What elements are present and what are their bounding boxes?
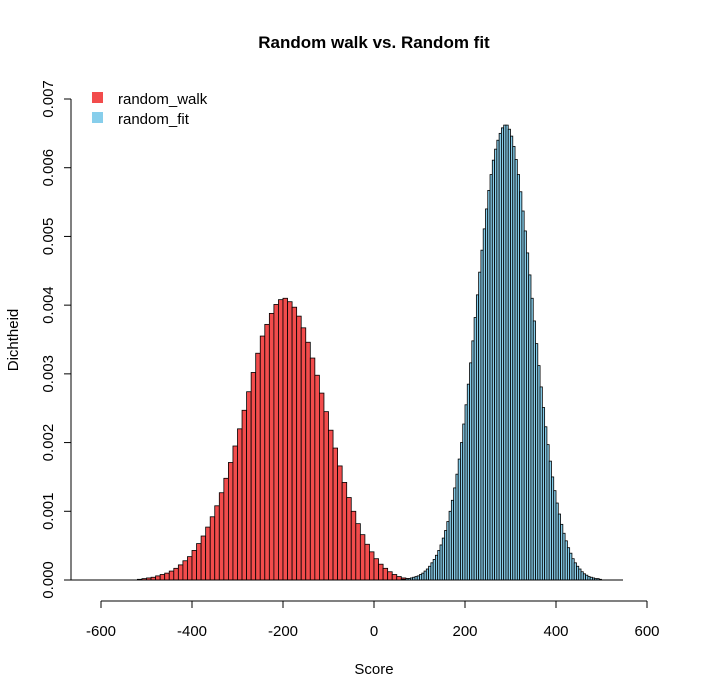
random-walk-bar [187,556,193,581]
x-tick-label: 600 [634,623,659,640]
x-axis-label: Score [354,661,393,678]
x-tick-label: -600 [86,623,116,640]
random-walk-bar [218,492,225,581]
legend-label-random-walk: random_walk [118,91,208,108]
random-walk-bar [350,510,357,581]
y-tick-label: 0.005 [40,218,57,256]
random-walk-bar [318,392,325,581]
random-walk-bar [296,315,302,581]
random-walk-bar [391,574,398,581]
random-walk-bar [250,372,257,581]
random-walk-bar [314,374,320,581]
random-walk-bar [328,429,334,581]
random-walk-bar [223,477,229,581]
random-walk-bar [309,357,316,581]
y-axis-label: Dichtheid [5,309,22,372]
random-walk-bar [155,575,161,581]
random-walk-bar [264,323,270,581]
random-walk-bar [173,567,179,581]
random-walk-bar [382,567,389,581]
random-walk-bar [323,411,329,581]
y-tick-label: 0.001 [40,493,57,531]
random-walk-bar [359,534,366,581]
random-walk-bar [273,304,279,581]
x-tick-label: 0 [370,623,378,640]
random-walk-bar [355,523,361,581]
y-tick-label: 0.007 [40,80,57,118]
y-tick-label: 0.006 [40,149,57,187]
random-walk-bar [205,526,211,581]
random-walk-bar [373,558,379,581]
chart-title: Random walk vs. Random fit [258,33,490,52]
random-walk-bar [196,543,202,581]
random-walk-bar [241,409,248,581]
random-walk-bar [300,327,307,581]
legend: random_walk random_fit [92,91,208,128]
random-walk-bar [305,341,311,581]
legend-label-random-fit: random_fit [118,111,190,128]
random-walk-bar [237,428,243,581]
random-walk-bar [337,465,343,581]
random-walk-bar [177,564,184,581]
random-walk-bar [341,482,348,581]
y-tick-label: 0.000 [40,561,57,599]
y-tick-label: 0.002 [40,424,57,462]
random-walk-bar [164,572,170,581]
random-walk-bar [396,576,402,581]
random-walk-bar [378,563,384,581]
random-walk-bar [200,535,207,581]
random-walk-bar [369,551,375,581]
legend-swatch-random-fit [92,112,103,123]
random-walk-bar [268,312,275,581]
random-walk-bar [159,574,166,581]
y-axis: 0.000 0.001 0.002 0.003 0.004 0.005 0.006 0.007 [40,80,72,599]
random-walk-bar [214,505,220,581]
x-axis: -600 -400 -200 0 200 400 600 [86,600,660,640]
random-walk-bar [246,391,252,581]
random-walk-bar [364,543,370,581]
y-tick-label: 0.004 [40,286,57,324]
random-walk-bar [209,516,216,581]
random-walk-bar [227,462,234,581]
x-tick-label: 200 [452,623,477,640]
random-walk-bar [278,299,284,581]
y-tick-label: 0.003 [40,355,57,393]
random-walk-bar [282,297,288,581]
x-tick-label: 400 [543,623,568,640]
x-tick-label: -200 [268,623,298,640]
random-fit-bars [70,124,623,581]
random-walk-bar [346,497,352,581]
legend-swatch-random-walk [92,92,103,103]
random-walk-bar [182,560,188,581]
random-walk-bar [168,570,175,581]
random-walk-bar [255,352,261,581]
random-walk-bar [232,445,238,581]
random-walk-bar [291,306,298,581]
random-walk-bars [136,297,416,581]
x-tick-label: -400 [177,623,207,640]
random-walk-bar [332,447,338,581]
random-walk-bar [259,335,266,581]
random-walk-bar [387,571,393,581]
random-walk-bar [287,301,293,581]
random-walk-bar [191,550,197,581]
